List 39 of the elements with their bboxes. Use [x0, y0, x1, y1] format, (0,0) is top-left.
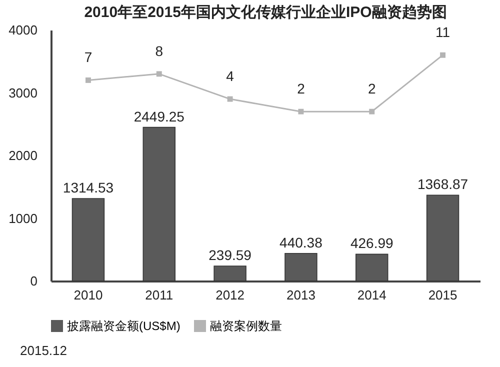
data-label: 1368.87: [417, 176, 468, 192]
data-label: 2449.25: [134, 108, 185, 124]
bar: [426, 194, 460, 282]
point: [156, 71, 162, 77]
bar: [214, 266, 246, 282]
x-tick-label: 2012: [216, 288, 245, 302]
x-tick-label: 2015: [428, 288, 458, 302]
data-label: 1314.53: [62, 180, 114, 196]
y-tick-label: 1000: [8, 210, 38, 226]
data-label: 2: [368, 80, 376, 97]
y-tick-label: 0: [30, 274, 38, 288]
data-label: 239.59: [208, 246, 252, 263]
x-tick-label: 2013: [286, 288, 316, 302]
point: [369, 108, 375, 114]
bar: [142, 126, 176, 282]
bar: [72, 198, 105, 282]
data-label: 4: [226, 68, 234, 84]
x-tick-label: 2011: [145, 288, 174, 302]
x-tick-label: 2010: [74, 288, 103, 302]
point: [85, 77, 91, 83]
data-label: 440.38: [280, 234, 323, 250]
data-label: 2: [297, 80, 306, 97]
legend-label: 披露融资金额(US$M): [67, 319, 180, 333]
y-tick-label: 4000: [8, 22, 38, 38]
y-tick-label: 2000: [8, 148, 38, 163]
text: 2015.12: [20, 343, 67, 358]
point: [227, 96, 233, 102]
chart-title: 2010年至2015年国内文化传媒行业企业IPO融资趋势图: [84, 4, 447, 21]
y-tick-label: 3000: [8, 85, 38, 100]
legend-label: 融资案例数量: [210, 319, 282, 333]
bar: [284, 252, 318, 282]
data-label: 8: [155, 42, 164, 59]
point: [440, 52, 446, 58]
point: [298, 108, 304, 114]
data-label: 7: [84, 49, 92, 66]
data-label: 426.99: [350, 235, 394, 252]
bar: [356, 254, 388, 282]
data-label: 11: [436, 24, 450, 40]
x-tick-label: 2014: [357, 288, 386, 302]
